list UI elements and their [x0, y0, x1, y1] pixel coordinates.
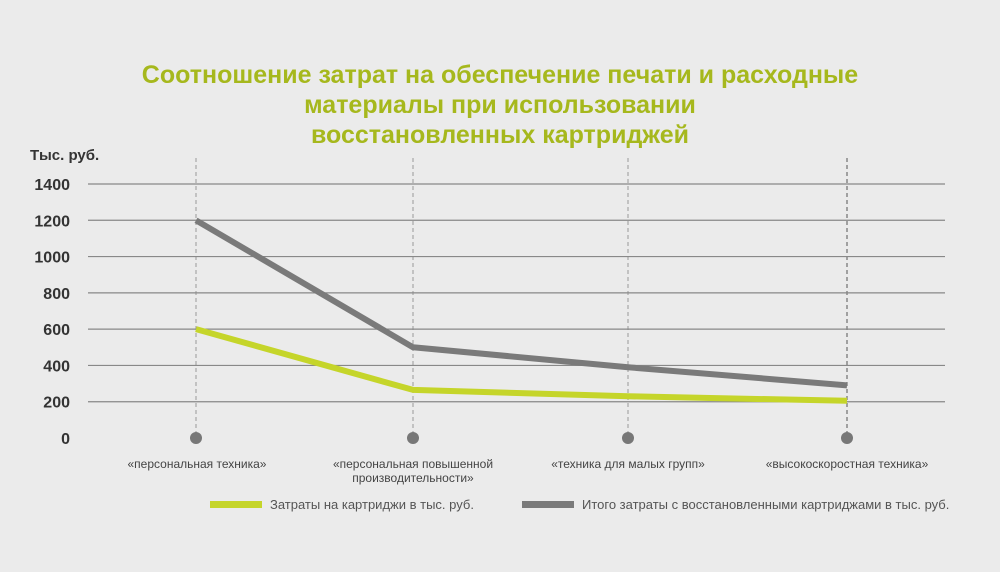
legend-swatch-total	[522, 500, 574, 508]
chart-title: Соотношение затрат на обеспечение печати…	[0, 60, 1000, 150]
y-tick-label: 1000	[34, 250, 70, 267]
series-line-cartridges	[195, 326, 848, 404]
y-tick-label: 800	[43, 286, 70, 303]
x-tick-label-high-performance: «персональная повышенной производительно…	[332, 457, 494, 485]
y-tick-label: 1200	[34, 213, 70, 230]
x-tick-label-small-groups: «техника для малых групп»	[551, 457, 705, 471]
category-marker	[407, 432, 419, 444]
legend-label-total: Итого затраты с восстановленными картрид…	[582, 496, 950, 512]
legend-label-cartridges: Затраты на картриджи в тыс. руб.	[270, 496, 474, 512]
y-tick-label: 1400	[34, 177, 70, 194]
legend-item-cartridges: Затраты на картриджи в тыс. руб.	[210, 494, 474, 514]
legend-item-total: Итого затраты с восстановленными картрид…	[522, 494, 949, 514]
x-tick-label-personal: «персональная техника»	[127, 457, 267, 471]
series-line-total	[194, 217, 848, 389]
y-tick-label: 200	[43, 395, 70, 412]
category-marker	[841, 432, 853, 444]
chart-title-line-3: восстановленных картриджей	[311, 121, 689, 149]
y-tick-label: 400	[43, 358, 70, 375]
chart-title-line-1: Соотношение затрат на обеспечение печати…	[141, 61, 859, 89]
x-tick-label-high-speed: «высокоскоростная техника»	[765, 457, 929, 471]
chart-title-line-2: материалы при использовании	[304, 91, 696, 119]
y-axis-label: Тыс. руб.	[30, 147, 100, 164]
legend-swatch-cartridges	[210, 500, 262, 508]
y-tick-label: 0	[61, 431, 70, 448]
y-tick-label: 600	[43, 322, 70, 339]
category-marker	[190, 432, 202, 444]
category-marker	[622, 432, 634, 444]
